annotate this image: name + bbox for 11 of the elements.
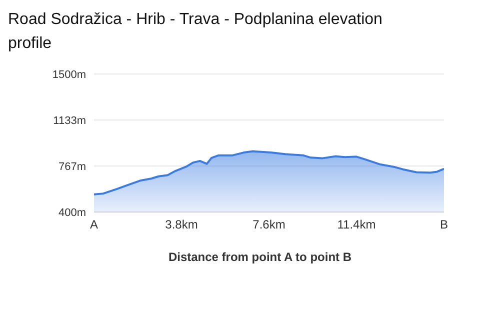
x-tick-label: A (90, 218, 98, 232)
y-tick-label: 767m (58, 160, 86, 173)
x-tick-label: 11.4km (337, 218, 376, 232)
x-tick-label: B (440, 218, 448, 232)
y-tick-label: 400m (58, 206, 86, 219)
x-axis-title: Distance from point A to point B (167, 250, 353, 264)
y-tick-label: 1133m (53, 114, 86, 127)
y-tick-label: 1500m (52, 68, 86, 81)
x-tick-label: 3.8km (165, 218, 198, 232)
x-tick-label: 7.6km (252, 218, 286, 232)
chart-title: Road Sodražica - Hrib - Trava - Podplanina elevation profile (8, 10, 384, 54)
